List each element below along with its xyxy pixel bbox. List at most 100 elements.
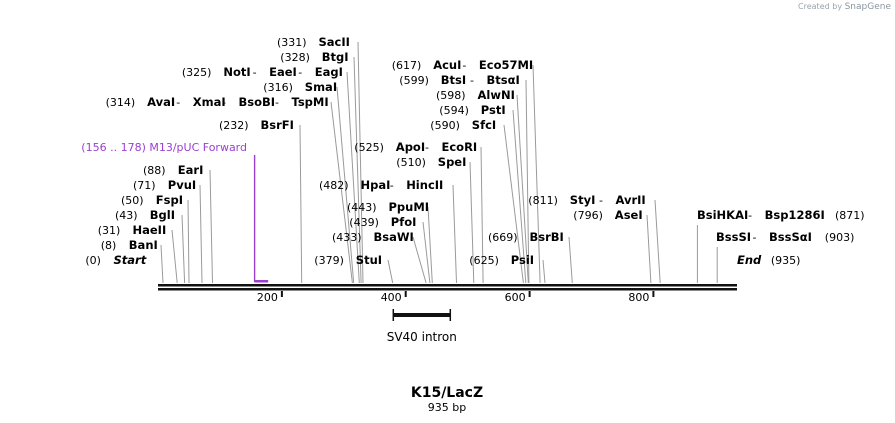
site-label-apoi[interactable]: (525) ApoI - EcoRI [354,140,477,154]
site-label-sfci[interactable]: (590) SfcI [430,118,496,132]
site-label-avai[interactable]: (314) AvaI - XmaI - BsoBI - TspMI [106,95,329,109]
site-label-psti[interactable]: (594) PstI [439,103,505,117]
site-position: (0) [85,254,101,267]
site-label-btsi[interactable]: (599) BtsI - BtsαI [399,73,519,87]
site-position: (525) [354,141,384,154]
site-leader-line [503,124,524,284]
enzyme-name: PstI [481,103,506,117]
site-label-end[interactable]: End (935) [737,253,800,267]
site-leader-line [512,109,527,284]
site-position: (328) [280,51,310,64]
enzyme-name: HaeII [133,223,167,237]
site-label-bgli[interactable]: (43) BglI [115,208,175,222]
name-separator: - [176,96,180,109]
snapgene-logo-text: SnapGene [844,2,891,12]
enzyme-name: SmaI [305,80,337,94]
name-separator: - [470,74,474,87]
site-leader-line [353,56,362,284]
enzyme-name: NotI [223,65,250,79]
enzyme-name: BglI [150,208,175,222]
site-label-acui[interactable]: (617) AcuI - Eco57MI [392,58,534,72]
enzyme-name: TspMI [292,95,329,109]
site-label-fspi[interactable]: (50) FspI [121,193,183,207]
name-separator: - [748,209,752,222]
site-label-bani[interactable]: (8) BanI [101,238,158,252]
site-label-bsihkai[interactable]: BsiHKAI - Bsp1286I (871) [697,208,865,222]
ruler-axis: 200 400 600 800 [257,291,655,304]
credit-line: Created by SnapGene [798,2,891,12]
primer-annotation[interactable]: (156 .. 178) M13/pUC Forward [81,141,269,283]
site-label-ppumi[interactable]: (443) PpuMI [347,200,429,214]
site-position: (71) [133,179,156,192]
axis-tick-label: 200 [257,291,278,304]
name-separator: - [599,194,603,207]
site-label-eari[interactable]: (88) EarI [143,163,203,177]
enzyme-name: BsaWI [374,230,414,244]
site-leader-line [525,79,530,284]
name-separator: - [298,66,302,79]
enzyme-name: AlwNI [478,88,515,102]
site-leader-line [516,94,529,284]
enzyme-name: SacII [319,35,350,49]
site-leader-line [187,199,190,284]
enzyme-name: FspI [156,193,183,207]
enzyme-name: PfoI [391,215,417,229]
enzyme-name: AvrII [616,193,646,207]
site-labels: (0) Start(8) BanI (31) HaeII(43) BglI (50) FspI… [85,35,864,267]
feature-sv40-intron[interactable]: SV40 intron [387,309,457,344]
site-leader-line [532,64,541,284]
enzyme-name: Bsp1286I [765,208,825,222]
site-label-btgi[interactable]: (328) BtgI [280,50,348,64]
site-position: (796) [573,209,603,222]
site-label-asei[interactable]: (796) AseI [573,208,642,222]
site-label-stui[interactable]: (379) StuI [314,253,382,267]
site-label-styi[interactable]: (811) StyI - AvrII [528,193,645,207]
site-position: (811) [528,194,558,207]
enzyme-name: BtsI [441,73,466,87]
site-label-psii[interactable]: (625) PsiI [469,253,534,267]
feature-bar [393,313,451,317]
site-label-noti[interactable]: (325) NotI - EaeI - EagI [182,65,343,79]
site-label-bsssi[interactable]: BssSI - BssSαI (903) [716,230,854,244]
site-leader-line [336,86,355,284]
site-label-smai[interactable]: (316) SmaI [263,80,337,94]
backbone-top-strand [158,284,737,287]
enzyme-name: HincII [406,178,443,192]
site-label-haeii[interactable]: (31) HaeII [98,223,167,237]
enzyme-name: StyI [570,193,596,207]
site-label-sacii[interactable]: (331) SacII [277,35,350,49]
axis-tick-label: 600 [505,291,526,304]
site-leader-line [330,101,353,284]
site-position: (443) [347,201,377,214]
site-position: (935) [771,254,801,267]
name-separator: - [425,141,429,154]
site-label-pvui[interactable]: (71) PvuI [133,178,196,192]
site-label-bsrfi[interactable]: (232) BsrFI [219,118,294,132]
enzyme-name: PpuMI [389,200,430,214]
site-label-bsawi[interactable]: (433) BsaWI [332,230,414,244]
enzyme-name: EagI [315,65,343,79]
site-leader-line [480,146,484,284]
enzyme-name: XmaI [193,95,226,109]
site-leader-line [357,41,364,284]
site-label-pfoi[interactable]: (439) PfoI [349,215,416,229]
primer-binding-bar [254,280,269,283]
enzyme-name: SpeI [438,155,467,169]
site-leader-line [568,236,573,284]
site-label-bsrbi[interactable]: (669) BsrBI [488,230,564,244]
site-label-spei[interactable]: (510) SpeI [396,155,466,169]
enzyme-name: EcoRI [442,140,478,154]
site-label-hpai[interactable]: (482) HpaI - HincII [319,178,443,192]
site-leader-line [469,161,475,284]
site-leader-line [422,221,431,284]
enzyme-name: BanI [129,238,158,252]
name-separator: - [222,96,226,109]
site-leader-line [654,199,661,284]
site-label-alwni[interactable]: (598) AlwNI [436,88,515,102]
site-position: (331) [277,36,307,49]
site-position: (314) [106,96,136,109]
site-leader-line [542,259,546,284]
enzyme-name: AvaI [147,95,175,109]
site-label-start[interactable]: (0) Start [85,253,146,267]
